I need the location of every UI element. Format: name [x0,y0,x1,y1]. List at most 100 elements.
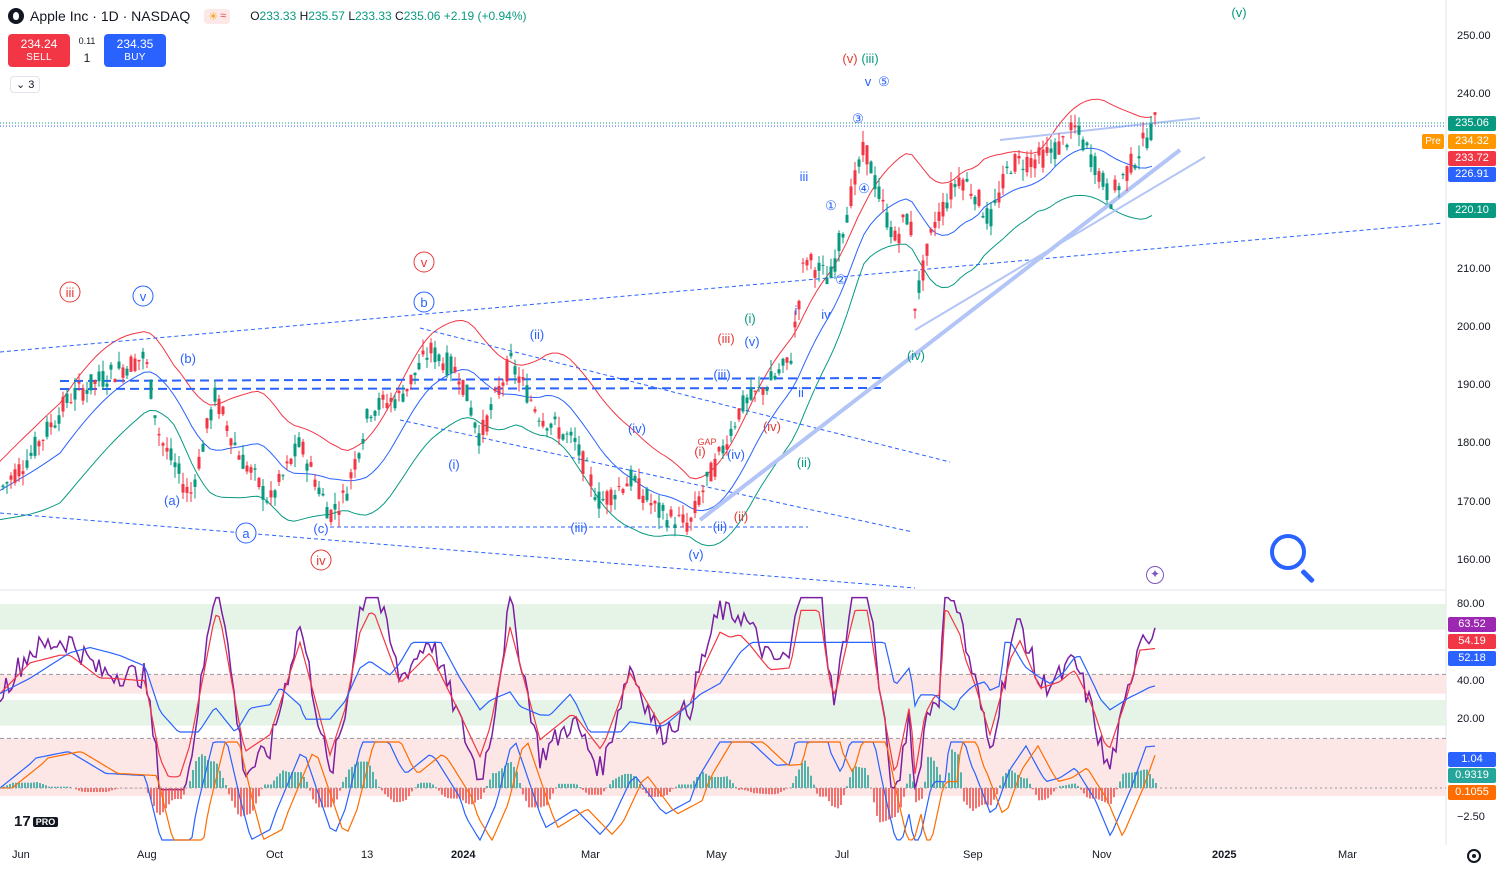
macd-histogram-bar [234,788,236,808]
macd-histogram-bar [345,777,347,788]
macd-histogram-bar [483,788,485,793]
rsi-tick: 40.00 [1457,675,1485,687]
macd-histogram-bar [1014,772,1016,788]
symbol-title[interactable]: Apple Inc · 1D · NASDAQ [30,8,191,24]
macd-histogram-bar [405,788,407,800]
candle-body [345,493,349,501]
candle-body [125,368,129,376]
macd-histogram-bar [864,767,866,788]
macd-histogram-bar [471,788,473,805]
macd-histogram-bar [669,788,671,792]
macd-histogram-bar [978,788,980,807]
candle-body [629,469,633,487]
time-tick: May [706,849,727,861]
macd-histogram-bar [756,788,758,794]
candle-body [265,500,269,503]
macd-signal-line [0,741,1156,842]
macd-histogram-bar [246,788,248,815]
macd-histogram-bar [1113,788,1115,798]
candle-body [253,468,257,470]
candle-body [81,388,85,401]
wave-label-circle [413,251,435,273]
macd-histogram-bar [156,788,158,813]
trend-channel [999,117,1201,141]
candle-body [477,433,481,446]
candle-body [65,393,69,403]
candle-body [329,509,333,522]
wave-label: ② [835,272,847,287]
macd-histogram-bar [822,788,824,797]
wave-label: (ii) [797,455,811,470]
macd-histogram-bar [906,783,908,788]
macd-histogram-bar [1086,788,1088,798]
macd-histogram-bar [831,788,833,807]
macd-histogram-bar [357,761,359,788]
macd-histogram-bar [390,788,392,800]
settings-gear-icon[interactable] [1467,849,1481,863]
market-status-badge[interactable]: ☀ ≈ [204,8,231,24]
time-tick: Mar [1338,849,1357,861]
candle-body [237,455,241,460]
quantity-field[interactable]: 1 [83,51,91,65]
candle-body [417,362,421,370]
candle-body [1101,172,1105,187]
macd-histogram-bar [516,771,518,788]
search-pulse-icon[interactable] [1270,534,1306,570]
macd-histogram-bar [372,771,374,788]
macd-histogram-bar [354,764,356,788]
candle-body [793,321,797,328]
sell-button[interactable]: 234.24 SELL [8,34,70,67]
candle-body [117,361,121,369]
macd-histogram-bar [621,775,623,788]
candle-body [389,397,393,403]
candle-body [965,178,969,182]
macd-histogram-bar [672,788,674,789]
macd-histogram-bar [402,788,404,802]
macd-histogram-bar [291,772,293,788]
bb-upper-line [0,98,1153,480]
candle-body [337,511,341,515]
macd-histogram-bar [465,788,467,804]
price-tick: 180.00 [1457,437,1491,449]
last-price-label: 235.06 [1448,116,1496,131]
macd-histogram-bar [429,782,431,788]
macd-histogram-bar [792,783,794,788]
macd-histogram-bar [597,788,599,795]
wave-label-circle [59,281,81,303]
candle-body [769,371,773,381]
candle-body [361,438,365,444]
macd-histogram-bar [36,782,38,788]
candle-body [1021,168,1025,171]
wave-label: iii [66,285,75,300]
macd-histogram-bar [882,788,884,822]
macd-histogram-bar [759,788,761,794]
buy-button[interactable]: 234.35 BUY [104,34,166,67]
candle-body [1053,142,1057,160]
candle-body [553,416,557,420]
macd-histogram-bar [327,788,329,808]
candle-body [129,356,133,372]
macd-histogram-bar [183,788,185,795]
candle-body [301,441,305,455]
candle-body [1085,142,1089,146]
candle-body [981,215,985,218]
candle-body [153,415,157,419]
candle-body [773,375,777,379]
macd-histogram-bar [1101,788,1103,801]
apple-logo-icon [8,8,24,24]
candle-body [545,428,549,431]
candle-body [637,478,641,499]
candle-body [973,196,977,205]
indicators-toggle[interactable]: ⌄ 3 [10,76,41,93]
candle-body [1057,141,1061,155]
macd-histogram-bar [507,762,509,788]
candle-body [341,490,345,493]
macd-histogram-bar [387,788,389,797]
macd-histogram-bar [336,788,338,800]
candle-body [25,460,29,468]
macd-histogram-bar [201,754,203,788]
macd-histogram-bar [60,786,62,788]
macd-histogram-bar [948,772,950,788]
ai-sparkle-icon[interactable]: ✦ [1146,566,1164,584]
